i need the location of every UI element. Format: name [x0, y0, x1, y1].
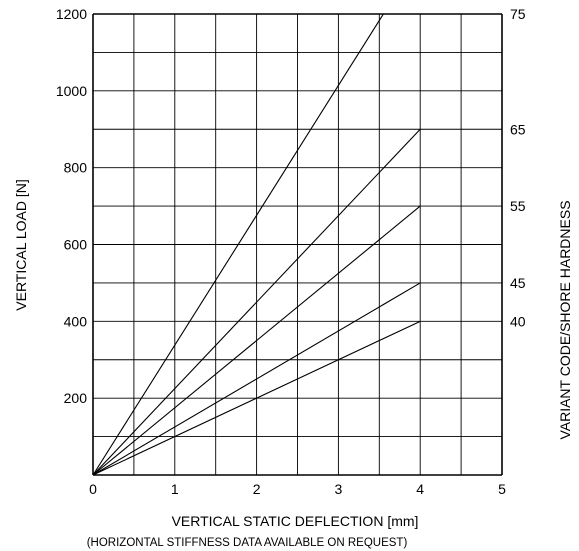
- y-tick-label: 400: [64, 313, 88, 329]
- series-line-40: [92, 320, 421, 476]
- x-axis-note: (HORIZONTAL STIFFNESS DATA AVAILABLE ON …: [87, 537, 408, 549]
- y-tick-labels: 200 400 600 800 1000 1200: [56, 6, 87, 406]
- variant-code-label: 40: [510, 313, 526, 329]
- x-axis-title: VERTICAL STATIC DEFLECTION [mm]: [172, 513, 419, 529]
- y-tick-label: 1200: [56, 6, 87, 22]
- y2-axis-title: VARIANT CODE/SHORE HARDNESS: [557, 200, 573, 439]
- y-tick-label: 800: [64, 160, 88, 176]
- y-tick-label: 600: [64, 237, 88, 253]
- y-axis-title: VERTICAL LOAD [N]: [13, 179, 29, 310]
- series-line-45: [92, 282, 421, 476]
- x-tick-label: 3: [335, 481, 343, 497]
- x-tick-label: 5: [498, 481, 506, 497]
- y-tick-label: 200: [64, 390, 88, 406]
- variant-code-label: 65: [510, 121, 526, 137]
- x-tick-label: 1: [171, 481, 179, 497]
- series-line-65: [92, 128, 421, 476]
- variant-code-label: 55: [510, 198, 526, 214]
- variant-code-label: 45: [510, 275, 526, 291]
- y-tick-label: 1000: [56, 83, 87, 99]
- series-lines: [92, 13, 421, 476]
- grid-lines: [92, 13, 503, 476]
- x-tick-labels: 0 1 2 3 4 5: [89, 481, 506, 497]
- series-line-55: [92, 205, 421, 476]
- series-line-75: [92, 13, 384, 476]
- x-tick-label: 2: [253, 481, 261, 497]
- variant-code-labels: 75 65 55 45 40: [510, 6, 526, 329]
- x-tick-label: 0: [89, 481, 97, 497]
- variant-code-label: 75: [510, 6, 526, 22]
- x-tick-label: 4: [416, 481, 424, 497]
